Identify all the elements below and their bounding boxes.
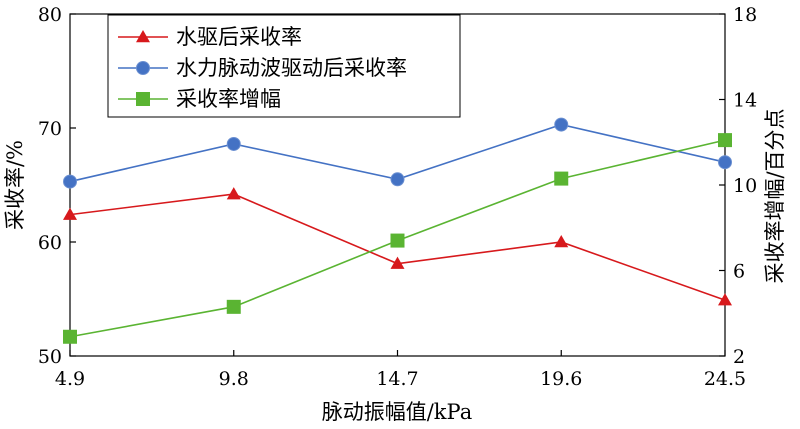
legend-entry: 采收率增幅 (118, 87, 281, 111)
data-point (718, 155, 732, 170)
legend-entry: 水驱后采收率 (118, 25, 302, 49)
legend-swatch-marker (136, 30, 150, 43)
left-tick-label: 80 (38, 4, 62, 26)
x-tick-label: 14.7 (376, 368, 418, 390)
data-point (718, 293, 732, 306)
data-point (554, 117, 569, 132)
data-point (718, 133, 732, 148)
x-tick-label: 9.8 (219, 368, 249, 390)
right-axis-title: 采收率增幅/百分点 (763, 108, 787, 283)
data-point (63, 174, 77, 189)
series-1 (63, 187, 732, 306)
data-point (226, 299, 241, 314)
right-tick-label: 14 (733, 90, 757, 112)
left-axis-title: 采收率/% (3, 140, 27, 230)
legend-label: 水驱后采收率 (176, 25, 302, 49)
x-tick-label: 24.5 (704, 368, 746, 390)
left-tick-label: 70 (38, 118, 62, 140)
series-2 (63, 117, 732, 189)
legend-box (107, 14, 461, 118)
series-layer (63, 117, 732, 344)
series-3 (63, 133, 732, 344)
left-tick-label: 50 (38, 346, 62, 368)
x-tick-label: 19.6 (540, 368, 582, 390)
right-tick-label: 18 (733, 4, 757, 26)
data-point (63, 207, 77, 220)
legend-label: 水力脉动波驱动后采收率 (176, 56, 407, 80)
right-axis-ticks: 2 6 10 14 18 (719, 4, 757, 368)
data-point (390, 233, 405, 248)
data-point (226, 187, 241, 200)
legend-label: 采收率增幅 (176, 87, 281, 111)
data-point (63, 329, 77, 344)
data-point (390, 256, 405, 269)
left-axis-ticks: 50 60 70 80 (38, 4, 76, 368)
x-tick-label: 4.9 (55, 368, 85, 390)
data-point (226, 136, 241, 151)
data-point (554, 171, 569, 186)
x-axis-ticks: 4.9 9.8 14.7 19.6 24.5 (55, 350, 746, 390)
legend-entry: 水力脉动波驱动后采收率 (118, 56, 407, 80)
right-tick-label: 10 (733, 175, 757, 197)
legend-swatch-marker (136, 61, 150, 75)
legend-swatch-marker (136, 92, 150, 106)
right-tick-label: 2 (733, 346, 745, 368)
data-point (554, 235, 569, 248)
right-tick-label: 6 (733, 261, 745, 283)
x-axis-title: 脉动振幅值/kPa (322, 400, 473, 424)
left-tick-label: 60 (38, 232, 62, 254)
data-point (390, 172, 405, 187)
